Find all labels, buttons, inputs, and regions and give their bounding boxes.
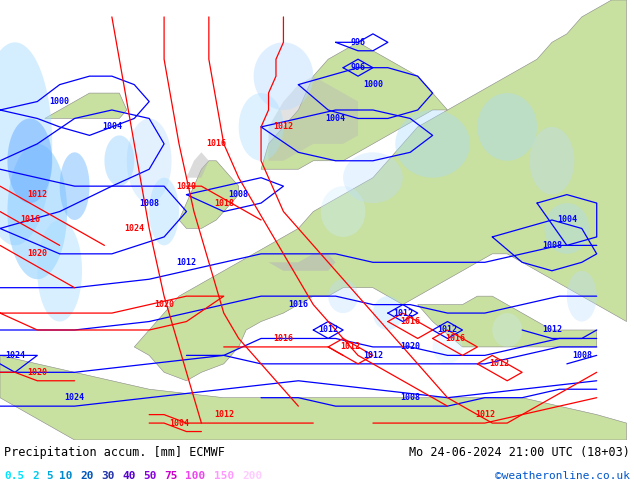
Polygon shape <box>8 119 52 203</box>
Text: 1016: 1016 <box>400 317 420 326</box>
Polygon shape <box>149 178 179 245</box>
Text: 1008: 1008 <box>572 351 592 360</box>
Polygon shape <box>269 76 358 161</box>
Polygon shape <box>343 152 403 203</box>
Text: 1012: 1012 <box>273 122 294 131</box>
Text: Mo 24-06-2024 21:00 UTC (18+03): Mo 24-06-2024 21:00 UTC (18+03) <box>409 445 630 459</box>
Text: 1008: 1008 <box>139 198 159 208</box>
Text: 1000: 1000 <box>49 97 70 106</box>
Text: 75: 75 <box>164 471 178 481</box>
Polygon shape <box>328 279 358 313</box>
Polygon shape <box>0 355 626 440</box>
Polygon shape <box>373 296 403 330</box>
Polygon shape <box>418 296 597 347</box>
Text: 1012: 1012 <box>393 309 413 318</box>
Text: 1012: 1012 <box>542 325 562 335</box>
Polygon shape <box>545 203 589 254</box>
Text: 150: 150 <box>214 471 234 481</box>
Polygon shape <box>134 0 626 381</box>
Text: ©weatheronline.co.uk: ©weatheronline.co.uk <box>495 471 630 481</box>
Text: 1016: 1016 <box>445 334 465 343</box>
Polygon shape <box>179 161 238 228</box>
Text: 1020: 1020 <box>400 343 420 351</box>
Text: 1008: 1008 <box>400 393 420 402</box>
Polygon shape <box>45 93 127 119</box>
Text: 1016: 1016 <box>273 334 294 343</box>
Polygon shape <box>60 152 89 220</box>
Polygon shape <box>105 135 134 186</box>
Polygon shape <box>477 93 537 161</box>
Text: 1012: 1012 <box>475 410 495 419</box>
Text: Precipitation accum. [mm] ECMWF: Precipitation accum. [mm] ECMWF <box>4 445 225 459</box>
Polygon shape <box>186 152 209 178</box>
Text: 20: 20 <box>81 471 94 481</box>
Text: 5: 5 <box>46 471 53 481</box>
Polygon shape <box>529 127 574 195</box>
Text: 1020: 1020 <box>27 368 48 377</box>
Text: 1012: 1012 <box>437 325 458 335</box>
Text: 1012: 1012 <box>489 359 510 368</box>
Text: 1012: 1012 <box>176 258 197 267</box>
Text: 1024: 1024 <box>5 351 25 360</box>
Text: 1004: 1004 <box>557 216 577 224</box>
Text: 100: 100 <box>186 471 206 481</box>
Polygon shape <box>254 42 313 110</box>
Text: 996: 996 <box>351 63 366 72</box>
Text: 1016: 1016 <box>206 139 226 148</box>
Text: 1004: 1004 <box>169 418 189 428</box>
Text: 40: 40 <box>122 471 136 481</box>
Polygon shape <box>432 330 462 364</box>
Text: 50: 50 <box>143 471 157 481</box>
Text: 1012: 1012 <box>27 190 48 199</box>
Text: 30: 30 <box>101 471 115 481</box>
Polygon shape <box>321 186 365 237</box>
Text: 1018: 1018 <box>214 198 234 208</box>
Text: 1020: 1020 <box>27 249 48 258</box>
Text: 1012: 1012 <box>214 410 234 419</box>
Text: 1008: 1008 <box>229 190 249 199</box>
Text: 10: 10 <box>60 471 73 481</box>
Text: 1012: 1012 <box>340 343 361 351</box>
Text: 996: 996 <box>351 38 366 47</box>
Text: 0.5: 0.5 <box>4 471 24 481</box>
Text: 2: 2 <box>32 471 39 481</box>
Text: 1012: 1012 <box>318 325 338 335</box>
Text: 1020: 1020 <box>176 182 197 191</box>
Text: 1020: 1020 <box>154 300 174 309</box>
Polygon shape <box>269 254 335 271</box>
Text: 1016: 1016 <box>288 300 308 309</box>
Text: 1024: 1024 <box>65 393 84 402</box>
Polygon shape <box>396 110 470 178</box>
Polygon shape <box>567 271 597 321</box>
Polygon shape <box>8 144 67 279</box>
Polygon shape <box>261 42 448 169</box>
Polygon shape <box>0 42 52 245</box>
Text: 1000: 1000 <box>363 80 383 89</box>
Text: 1016: 1016 <box>20 216 40 224</box>
Text: 1004: 1004 <box>326 114 346 123</box>
Polygon shape <box>37 220 82 321</box>
Text: 1012: 1012 <box>363 351 383 360</box>
Text: 1004: 1004 <box>102 122 122 131</box>
Text: 1008: 1008 <box>542 241 562 250</box>
Polygon shape <box>127 119 172 203</box>
Polygon shape <box>492 313 522 347</box>
Text: 200: 200 <box>242 471 262 481</box>
Polygon shape <box>238 93 283 161</box>
Text: 1024: 1024 <box>124 224 145 233</box>
